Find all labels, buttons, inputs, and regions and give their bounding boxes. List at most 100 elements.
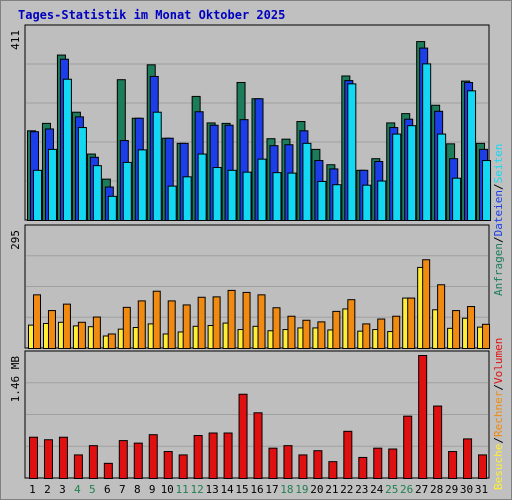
bar-volumen-day-4 — [73, 454, 83, 479]
bar-volumen-day-11 — [178, 454, 188, 479]
x-tick-label: 6 — [104, 483, 111, 496]
chart-title: Tages-Statistik im Monat Oktober 2025 — [18, 8, 285, 22]
bar-rechner-day-28 — [437, 284, 446, 349]
x-tick-label: 21 — [325, 483, 338, 496]
x-tick-label: 4 — [74, 483, 81, 496]
x-tick-label: 19 — [295, 483, 308, 496]
bar-volumen-day-17 — [268, 447, 278, 480]
bar-rechner-day-26 — [407, 297, 416, 349]
bar-seiten-day-30 — [467, 90, 477, 221]
bar-seiten-day-21 — [332, 184, 342, 221]
bar-seiten-day-5 — [92, 165, 102, 221]
bar-volumen-day-7 — [118, 440, 128, 480]
bar-rechner-day-15 — [242, 291, 251, 349]
x-tick-label: 1 — [29, 483, 36, 496]
bar-rechner-day-22 — [347, 299, 356, 349]
x-tick-label: 18 — [280, 483, 293, 496]
bar-seiten-day-25 — [392, 133, 402, 221]
bar-volumen-day-9 — [148, 434, 158, 479]
bar-rechner-day-20 — [317, 321, 326, 350]
legend-seiten: Seiten — [492, 144, 505, 184]
bar-seiten-day-14 — [227, 169, 237, 222]
bar-seiten-day-20 — [317, 180, 327, 221]
legend-separator: / — [492, 236, 505, 243]
bar-seiten-day-23 — [362, 184, 372, 221]
bar-volumen-day-25 — [388, 448, 398, 480]
bar-rechner-day-13 — [212, 296, 221, 349]
bar-rechner-day-19 — [302, 319, 311, 350]
bar-seiten-day-7 — [122, 161, 132, 221]
bar-rechner-day-14 — [227, 289, 236, 349]
x-tick-label: 23 — [355, 483, 368, 496]
bar-volumen-day-3 — [58, 436, 68, 479]
bar-rechner-day-30 — [467, 306, 476, 349]
ymax-label-volume: 1.46 MB — [9, 356, 22, 403]
ymax-label-visits: 295 — [9, 230, 22, 250]
x-tick-label: 9 — [149, 483, 156, 496]
x-tick-label: 16 — [250, 483, 263, 496]
legend-separator: / — [492, 437, 505, 444]
bar-seiten-day-12 — [197, 153, 207, 221]
bar-rechner-day-29 — [452, 310, 461, 350]
x-tick-label: 5 — [89, 483, 96, 496]
bar-volumen-day-6 — [103, 462, 113, 479]
bar-seiten-day-17 — [272, 172, 282, 221]
bar-rechner-day-8 — [137, 300, 146, 349]
bar-volumen-day-22 — [343, 430, 353, 480]
bar-rechner-day-27 — [422, 259, 431, 350]
bar-volumen-day-13 — [208, 432, 218, 479]
bar-rechner-day-11 — [182, 304, 191, 349]
bar-volumen-day-23 — [358, 456, 368, 479]
x-tick-label: 11 — [176, 483, 189, 496]
bar-volumen-day-8 — [133, 442, 143, 479]
bar-seiten-day-26 — [407, 125, 417, 221]
bar-rechner-day-16 — [257, 294, 266, 349]
bar-volumen-day-14 — [223, 432, 233, 479]
bar-rechner-day-4 — [77, 321, 86, 350]
bar-rechner-day-3 — [62, 303, 71, 349]
bar-volumen-day-29 — [448, 451, 458, 480]
x-tick-label: 27 — [415, 483, 428, 496]
bar-volumen-day-30 — [463, 438, 473, 480]
bar-seiten-day-3 — [62, 78, 72, 221]
bar-seiten-day-13 — [212, 167, 222, 221]
bar-rechner-day-23 — [362, 323, 371, 349]
bar-seiten-day-18 — [287, 172, 297, 221]
legend-right_top: Anfragen/Dateien/Seiten — [492, 144, 505, 296]
x-tick-label: 30 — [460, 483, 473, 496]
legend-besuche: Besuche — [492, 444, 505, 490]
bar-seiten-day-8 — [137, 149, 147, 221]
bar-volumen-day-2 — [43, 439, 53, 480]
legend-anfragen: Anfragen — [492, 243, 505, 296]
bar-volumen-day-10 — [163, 451, 173, 480]
bar-seiten-day-19 — [302, 142, 312, 221]
bar-rechner-day-12 — [197, 296, 206, 350]
bar-rechner-day-6 — [107, 333, 116, 349]
x-tick-label: 3 — [59, 483, 66, 496]
bar-rechner-day-1 — [33, 294, 41, 349]
legend-right_bottom: Besuche/Rechner/Volumen — [492, 338, 505, 490]
bar-volumen-day-26 — [403, 415, 413, 479]
x-tick-label: 20 — [310, 483, 323, 496]
legend-volumen: Volumen — [492, 338, 505, 384]
bar-seiten-day-1 — [33, 169, 42, 222]
x-tick-label: 24 — [370, 483, 384, 496]
x-tick-label: 26 — [400, 483, 413, 496]
bar-volumen-day-28 — [433, 405, 443, 479]
bar-volumen-day-21 — [328, 461, 338, 480]
legend-separator: / — [492, 183, 505, 190]
x-tick-label: 25 — [385, 483, 398, 496]
bar-seiten-day-4 — [77, 127, 87, 221]
bar-rechner-day-5 — [92, 316, 101, 349]
bar-rechner-day-7 — [122, 306, 131, 350]
bar-rechner-day-18 — [287, 315, 296, 350]
bar-rechner-day-2 — [47, 310, 56, 350]
bar-rechner-day-31 — [482, 323, 491, 349]
legend-dateien: Dateien — [492, 190, 505, 236]
bar-seiten-day-24 — [377, 180, 387, 221]
bar-seiten-day-2 — [47, 148, 57, 221]
x-tick-label: 8 — [134, 483, 141, 496]
bar-seiten-day-9 — [152, 111, 162, 221]
